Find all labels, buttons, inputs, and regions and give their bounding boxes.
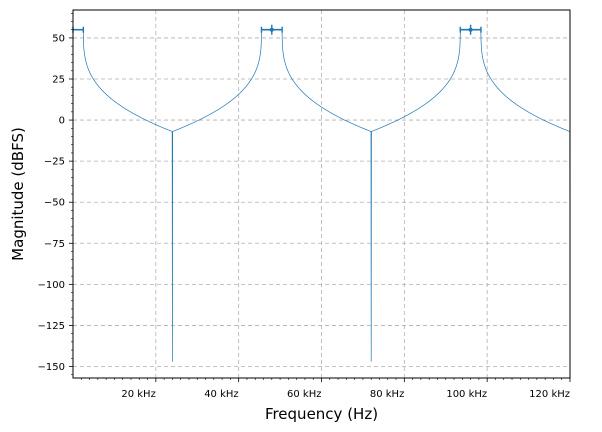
x-tick-label: 100 kHz — [446, 389, 487, 400]
x-axis-label: Frequency (Hz) — [265, 405, 378, 423]
y-tick-label: −125 — [38, 321, 65, 332]
peak-point — [468, 27, 473, 32]
y-tick-label: −25 — [44, 157, 65, 168]
y-tick-label: 0 — [59, 116, 65, 127]
grid — [73, 10, 571, 378]
series-layer — [73, 29, 571, 362]
y-axis-label: Magnitude (dBFS) — [9, 127, 27, 261]
y-tick-label: −100 — [38, 280, 65, 291]
peak-point — [269, 27, 274, 32]
x-tick-label: 20 kHz — [121, 389, 155, 400]
peak-markers — [72, 24, 482, 35]
peak-marker-2 — [459, 24, 482, 35]
x-tick-label: 80 kHz — [370, 389, 404, 400]
y-tick-label: −150 — [38, 362, 65, 373]
axis-ticks: 50 25 0 −25 −50 −75 −100 −125 −150 20 kHz 40 kHz 60… — [38, 12, 571, 400]
x-tick-label: 40 kHz — [204, 389, 238, 400]
y-tick-label: −75 — [44, 239, 65, 250]
peak-marker-0 — [72, 26, 85, 33]
y-tick-label: −50 — [44, 198, 65, 209]
x-tick-label: 120 kHz — [529, 389, 570, 400]
y-tick-label: 50 — [52, 33, 65, 44]
spectrum-line — [73, 29, 571, 362]
peak-marker-1 — [260, 24, 283, 35]
y-tick-label: 25 — [52, 75, 65, 86]
x-tick-label: 60 kHz — [287, 389, 321, 400]
